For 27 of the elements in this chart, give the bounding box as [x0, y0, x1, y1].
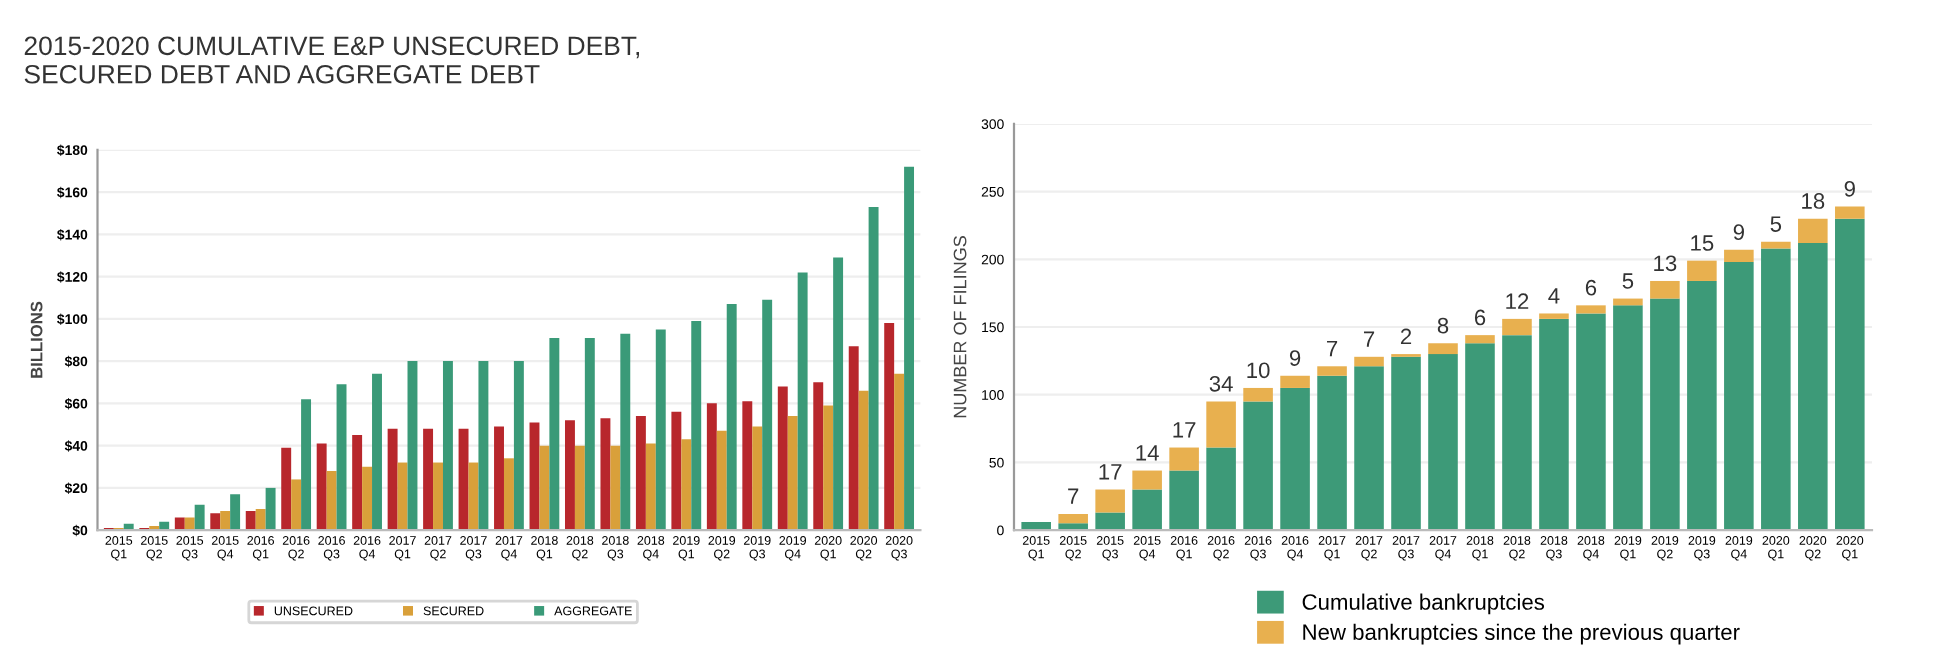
data-label: 2 — [1400, 328, 1412, 345]
data-label: 7 — [1327, 340, 1338, 357]
data-label: 4 — [1548, 288, 1560, 304]
data-label: 10 — [1247, 362, 1270, 379]
data-label: 18 — [1802, 193, 1825, 209]
data-label: 6 — [1585, 279, 1597, 296]
data-label: 9 — [1733, 224, 1744, 241]
data-label: 9 — [1844, 180, 1855, 197]
data-label: 13 — [1654, 255, 1677, 272]
legend-label: Cumulative bankruptcies — [1302, 593, 1545, 615]
data-label: 17 — [1099, 464, 1122, 480]
legend-label: New bankruptcies since the previous quarter — [1303, 623, 1740, 645]
data-label: 34 — [1209, 375, 1233, 392]
data-label: 15 — [1691, 235, 1714, 251]
data-label: 14 — [1136, 445, 1159, 461]
data-label: 7 — [1363, 331, 1375, 347]
y-axis-title: BILLIONS — [30, 301, 43, 378]
data-label: 5 — [1770, 216, 1782, 232]
chart-title: 2015-2020 CUMULATIVE E&P UNSECURED DEBT, SECURED DEBT AND AGGREGATE DEBT — [24, 36, 639, 84]
y-axis-title: NUMBER OF FILINGS — [953, 236, 967, 418]
data-label: 12 — [1506, 293, 1529, 309]
data-label: 6 — [1474, 309, 1486, 326]
data-label: 5 — [1622, 273, 1634, 289]
data-label: 17 — [1173, 422, 1196, 438]
data-label: 7 — [1068, 488, 1079, 504]
data-label: 9 — [1289, 350, 1301, 366]
data-label: 8 — [1437, 317, 1449, 334]
